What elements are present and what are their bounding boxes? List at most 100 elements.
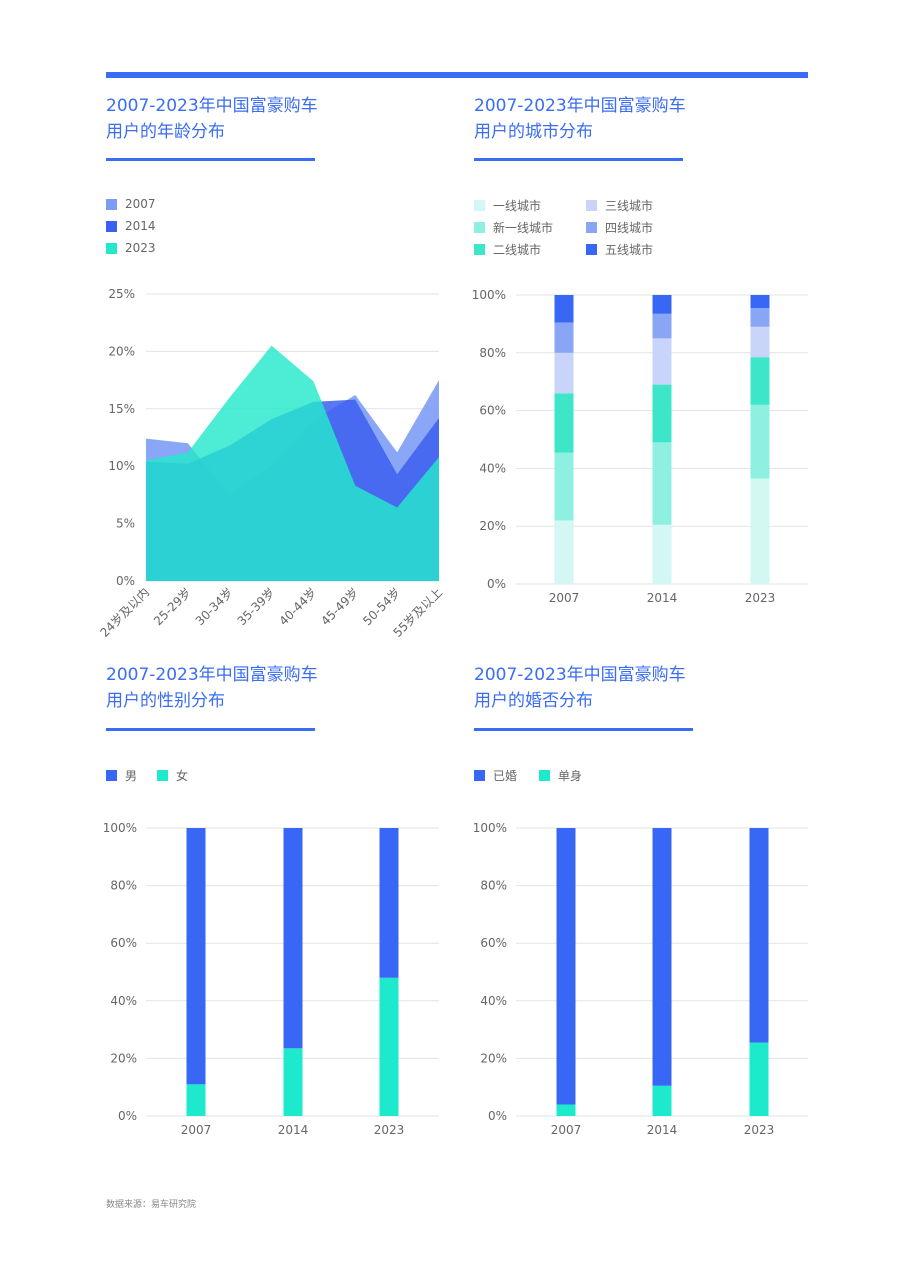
age-ytick-label: 25%	[108, 287, 135, 301]
marriage-bar-2014-单身	[652, 1085, 672, 1116]
age-ytick-label: 10%	[108, 459, 135, 473]
gender-title-line-1: 2007-2023年中国富豪购车	[106, 665, 318, 685]
age-chart-title: 2007-2023年中国富豪购车 用户的年龄分布	[106, 93, 318, 145]
legend-item-tier4: 四线城市	[586, 219, 653, 236]
data-source-note: 数据来源：易车研究院	[106, 1200, 197, 1210]
legend-swatch-male	[106, 770, 117, 781]
city-xtick-label: 2014	[647, 591, 678, 605]
marriage-ytick-label: 40%	[480, 994, 507, 1008]
age-xtick-label: 35-39岁	[234, 585, 278, 629]
city-bar-2007-一线城市	[554, 520, 574, 584]
age-xtick-label: 30-34岁	[192, 585, 236, 629]
age-xtick-label: 40-44岁	[276, 585, 320, 629]
marriage-bar-2023-单身	[749, 1042, 769, 1116]
age-xtick-label: 50-54岁	[360, 585, 404, 629]
city-bar-2014-三线城市	[652, 338, 672, 385]
marriage-ytick-label: 100%	[473, 821, 507, 835]
city-bar-2023-三线城市	[750, 326, 770, 358]
legend-swatch-2007	[106, 198, 117, 210]
city-bar-2007-新一线城市	[554, 452, 574, 521]
gender-bar-2023-女	[379, 977, 399, 1116]
legend-item-tier5: 五线城市	[586, 241, 653, 258]
city-bar-2014-一线城市	[652, 524, 672, 584]
city-chart-title: 2007-2023年中国富豪购车 用户的城市分布	[474, 93, 686, 145]
age-xtick-label: 45-49岁	[318, 585, 362, 629]
marriage-ytick-label: 0%	[488, 1109, 507, 1123]
gender-xtick-label: 2007	[181, 1123, 212, 1137]
legend-item-newtier1: 新一线城市	[474, 219, 553, 236]
legend-label-married: 已婚	[493, 769, 518, 783]
gender-bar-2014-男	[283, 828, 303, 1049]
gender-title-rule	[106, 728, 315, 731]
city-bar-2023-新一线城市	[750, 404, 770, 479]
age-ytick-label: 0%	[116, 574, 135, 588]
legend-item-tier1: 一线城市	[474, 197, 541, 214]
legend-swatch-2014	[106, 220, 117, 232]
legend-swatch-tier4	[586, 222, 597, 233]
city-bar-2014-二线城市	[652, 384, 672, 443]
legend-item-male: 男	[106, 767, 137, 784]
city-bar-2023-二线城市	[750, 357, 770, 405]
city-title-rule	[474, 158, 683, 161]
marriage-xtick-label: 2014	[647, 1123, 678, 1137]
gender-xtick-label: 2023	[374, 1123, 405, 1137]
age-area-series-2023	[146, 345, 439, 581]
city-xtick-label: 2007	[549, 591, 580, 605]
city-bar-2023-四线城市	[750, 308, 770, 327]
legend-swatch-tier2	[474, 244, 485, 255]
gender-bar-2014-女	[283, 1048, 303, 1116]
marriage-title-line-2: 用户的婚否分布	[474, 691, 593, 711]
legend-swatch-female	[157, 770, 168, 781]
age-ytick-label: 20%	[108, 344, 135, 358]
gender-xtick-label: 2014	[278, 1123, 309, 1137]
city-bar-2023-五线城市	[750, 295, 770, 309]
city-ytick-label: 40%	[479, 461, 506, 475]
city-ytick-label: 0%	[487, 577, 506, 591]
gender-ytick-label: 20%	[110, 1051, 137, 1065]
legend-label-tier2: 二线城市	[493, 243, 542, 257]
marriage-xtick-label: 2007	[551, 1123, 582, 1137]
gender-ytick-label: 80%	[110, 879, 137, 893]
legend-swatch-tier3	[586, 200, 597, 211]
marriage-ytick-label: 60%	[480, 936, 507, 950]
legend-item-female: 女	[157, 767, 188, 784]
marriage-ytick-label: 20%	[480, 1051, 507, 1065]
legend-swatch-newtier1	[474, 222, 485, 233]
age-title-line-2: 用户的年龄分布	[106, 122, 225, 142]
marriage-ytick-label: 80%	[480, 879, 507, 893]
city-title-line-1: 2007-2023年中国富豪购车	[474, 96, 686, 116]
legend-label-female: 女	[176, 769, 189, 783]
legend-label-newtier1: 新一线城市	[493, 221, 554, 235]
age-xtick-label: 24岁及以内	[97, 585, 152, 640]
city-bar-2014-四线城市	[652, 313, 672, 339]
city-bar-2007-三线城市	[554, 352, 574, 394]
age-title-line-1: 2007-2023年中国富豪购车	[106, 96, 318, 116]
legend-label-tier5: 五线城市	[605, 243, 654, 257]
city-ytick-label: 100%	[472, 288, 506, 302]
city-bar-2007-四线城市	[554, 322, 574, 353]
gender-ytick-label: 100%	[103, 821, 137, 835]
city-xtick-label: 2023	[745, 591, 776, 605]
legend-item-2014: 2014	[106, 219, 156, 233]
age-title-rule	[106, 158, 315, 161]
legend-swatch-tier1	[474, 200, 485, 211]
city-ytick-label: 20%	[479, 519, 506, 533]
city-title-line-2: 用户的城市分布	[474, 122, 593, 142]
top-accent-rule	[106, 72, 808, 78]
legend-item-married: 已婚	[474, 767, 517, 784]
marriage-bar-2023-已婚	[749, 828, 769, 1043]
legend-swatch-single	[539, 770, 550, 781]
gender-chart-title: 2007-2023年中国富豪购车 用户的性别分布	[106, 662, 318, 714]
marriage-bar-2007-单身	[556, 1104, 576, 1116]
city-ytick-label: 80%	[479, 346, 506, 360]
legend-swatch-2023	[106, 242, 117, 254]
marriage-title-line-1: 2007-2023年中国富豪购车	[474, 665, 686, 685]
gender-bar-2023-男	[379, 828, 399, 978]
legend-item-2023: 2023	[106, 241, 156, 255]
age-ytick-label: 5%	[116, 517, 135, 531]
legend-item-tier3: 三线城市	[586, 197, 653, 214]
gender-title-line-2: 用户的性别分布	[106, 691, 225, 711]
legend-label-2014: 2014	[125, 219, 156, 233]
marriage-chart-title: 2007-2023年中国富豪购车 用户的婚否分布	[474, 662, 686, 714]
